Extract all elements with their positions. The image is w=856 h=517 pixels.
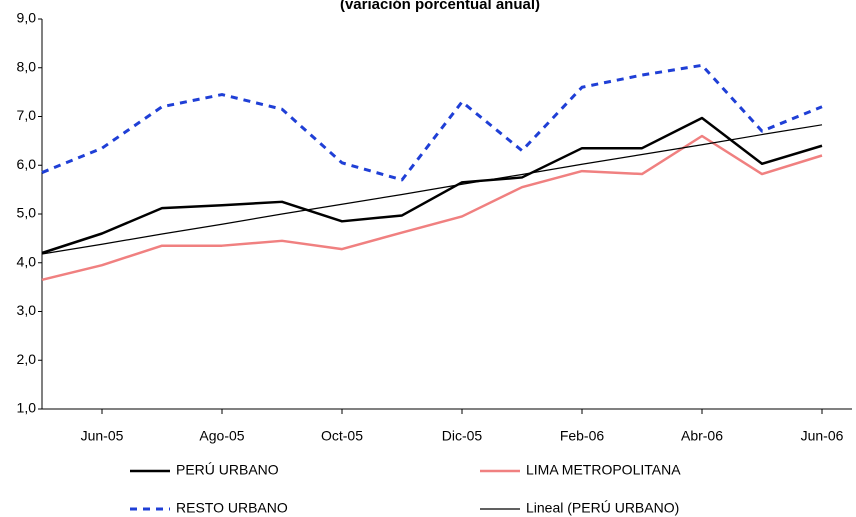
- x-tick-label: Abr-06: [681, 428, 723, 444]
- y-tick-label: 9,0: [17, 10, 37, 26]
- series-line: [41, 124, 823, 255]
- legend-label: Lineal (PERÚ URBANO): [526, 500, 679, 516]
- x-tick-label: Jun-06: [801, 428, 844, 444]
- x-tick-label: Oct-05: [321, 428, 363, 444]
- x-tick-label: Ago-05: [199, 428, 244, 444]
- x-tick-label: Jun-05: [81, 428, 124, 444]
- y-tick-label: 6,0: [17, 156, 37, 172]
- y-tick-label: 1,0: [17, 400, 37, 416]
- y-tick-label: 5,0: [17, 205, 37, 221]
- legend-label: LIMA METROPOLITANA: [526, 462, 681, 478]
- y-tick-label: 4,0: [17, 253, 37, 269]
- chart-title: (variación porcentual anual): [340, 0, 540, 13]
- series-line: [41, 116, 823, 255]
- y-tick-label: 3,0: [17, 302, 37, 318]
- y-tick-label: 2,0: [17, 351, 37, 367]
- y-tick-label: 7,0: [17, 107, 37, 123]
- x-tick-label: Feb-06: [560, 428, 605, 444]
- series-line: [41, 134, 823, 282]
- legend-label: RESTO URBANO: [176, 500, 288, 516]
- legend-label: PERÚ URBANO: [176, 462, 279, 478]
- x-tick-label: Dic-05: [442, 428, 483, 444]
- y-tick-label: 8,0: [17, 58, 37, 74]
- series-line: [41, 63, 823, 182]
